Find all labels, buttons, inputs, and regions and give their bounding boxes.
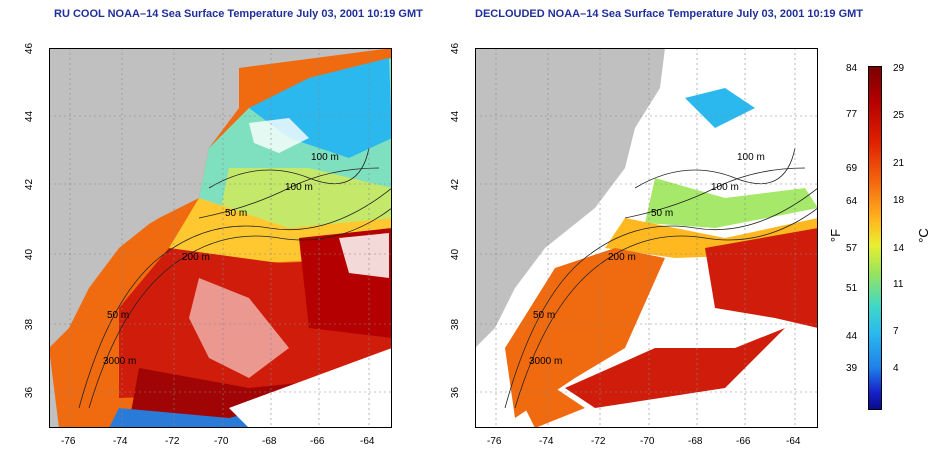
contour-label: 50 m	[533, 310, 556, 321]
lon-tick: -70	[640, 436, 655, 447]
lon-tick: -74	[539, 436, 554, 447]
celsius-tick: 18	[893, 195, 905, 206]
lat-tick: 42	[450, 178, 462, 191]
lon-tick: -72	[165, 436, 180, 447]
lat-tick: 38	[450, 318, 462, 331]
right-sst-map: 100 m 100 m 50 m 200 m 50 m 3000 m	[475, 48, 818, 428]
fahrenheit-tick: 57	[846, 243, 858, 254]
contour-label: 100 m	[711, 182, 739, 193]
contour-label: 100 m	[285, 182, 313, 193]
temperature-colorbar	[868, 66, 882, 410]
contour-label: 200 m	[182, 252, 210, 263]
contour-label: 50 m	[107, 310, 130, 321]
contour-label: 200 m	[608, 252, 636, 263]
celsius-tick: 11	[893, 279, 904, 290]
contour-label: 100 m	[737, 152, 765, 163]
fahrenheit-tick: 51	[846, 283, 858, 294]
lat-tick: 44	[450, 110, 462, 123]
lon-tick: -64	[786, 436, 801, 447]
lon-tick: -66	[310, 436, 325, 447]
fahrenheit-tick: 69	[846, 163, 858, 174]
fahrenheit-unit-label: °F	[828, 228, 844, 243]
lon-tick: -66	[736, 436, 751, 447]
contour-label: 50 m	[651, 208, 674, 219]
celsius-tick: 14	[893, 243, 905, 254]
contour-label: 50 m	[225, 208, 248, 219]
contour-label: 100 m	[311, 152, 339, 163]
celsius-tick: 29	[893, 63, 905, 74]
contour-label: 3000 m	[103, 356, 137, 367]
celsius-tick: 21	[893, 158, 905, 169]
lon-tick: -70	[214, 436, 229, 447]
lat-tick: 36	[450, 386, 462, 399]
right-panel-title: DECLOUDED NOAA–14 Sea Surface Temperatur…	[475, 8, 864, 20]
lon-tick: -68	[688, 436, 703, 447]
celsius-tick: 4	[893, 363, 899, 374]
left-sst-map: 100 m 100 m 50 m 200 m 50 m 3000 m	[49, 48, 392, 428]
lon-tick: -76	[487, 436, 502, 447]
lon-tick: -68	[262, 436, 277, 447]
fahrenheit-tick: 84	[846, 63, 858, 74]
lat-tick: 44	[24, 110, 36, 123]
fahrenheit-tick: 39	[846, 363, 858, 374]
lat-tick: 40	[450, 248, 462, 261]
right-sst-image	[475, 48, 818, 428]
lat-tick: 40	[24, 248, 36, 261]
lon-tick: -72	[591, 436, 606, 447]
lon-tick: -74	[113, 436, 128, 447]
contour-label: 3000 m	[529, 356, 563, 367]
lon-tick: -64	[360, 436, 375, 447]
celsius-tick: 7	[893, 326, 899, 337]
lon-tick: -76	[61, 436, 76, 447]
lat-tick: 46	[450, 42, 462, 55]
left-sst-image	[49, 48, 392, 428]
celsius-unit-label: °C	[915, 228, 931, 243]
fahrenheit-tick: 44	[846, 331, 858, 342]
lat-tick: 46	[24, 42, 36, 55]
lat-tick: 38	[24, 318, 36, 331]
fahrenheit-tick: 77	[846, 109, 858, 120]
celsius-tick: 25	[893, 110, 905, 121]
lat-tick: 42	[24, 178, 36, 191]
fahrenheit-tick: 64	[846, 196, 858, 207]
left-panel-title: RU COOL NOAA–14 Sea Surface Temperature …	[54, 8, 423, 20]
lat-tick: 36	[24, 386, 36, 399]
